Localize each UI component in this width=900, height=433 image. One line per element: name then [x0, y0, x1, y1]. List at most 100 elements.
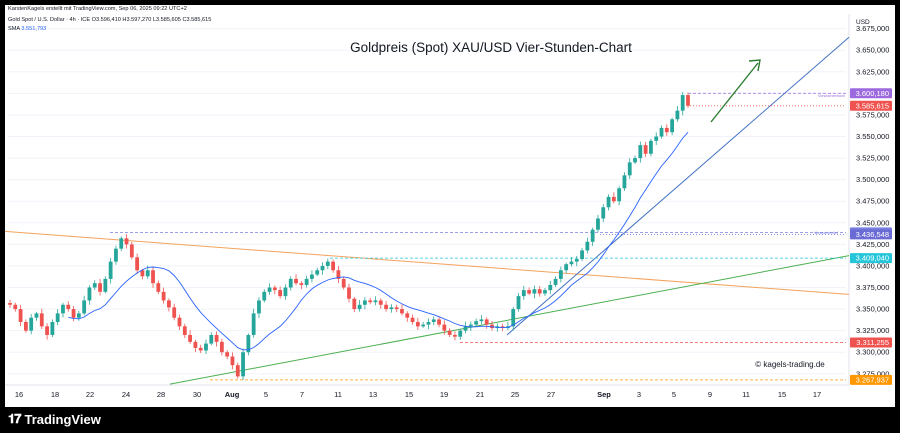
sma-line: [68, 131, 689, 351]
candle-body: [362, 300, 367, 305]
candle-body: [151, 270, 155, 284]
candle-body: [574, 259, 579, 262]
candle-body: [214, 334, 219, 342]
candle-body: [310, 274, 314, 279]
candle-body: [145, 270, 150, 277]
candle-body: [580, 250, 584, 260]
candle-body: [638, 145, 643, 159]
candle-body: [378, 300, 383, 305]
tradingview-logo[interactable]: 𝟏𝟕 TradingView: [8, 411, 101, 427]
price-tag: [850, 88, 892, 99]
candle-body: [103, 278, 108, 292]
price-tag: [850, 337, 892, 348]
candle-body: [225, 352, 230, 357]
candle-body: [241, 352, 245, 377]
candle-body: [114, 248, 118, 262]
candle-body: [521, 290, 526, 297]
candle-body: [29, 317, 34, 331]
time-tick-label: 19: [440, 390, 448, 399]
candle-body: [87, 287, 92, 301]
time-axis[interactable]: 16 18 22 24 28 30 Aug 5 7 11 13 15 19 21 25 27 Sep 3 5 9 11 1…: [15, 390, 821, 399]
candle-body: [209, 334, 214, 344]
up-arrow-annotation: [710, 59, 761, 123]
candle-body: [431, 319, 436, 323]
candle-body: [553, 278, 558, 285]
price-tag-label: 3.600,180: [856, 89, 889, 98]
candle-body: [463, 326, 468, 331]
time-tick-label: 28: [157, 390, 165, 399]
sma-legend: SMA 3.551,793: [8, 26, 46, 32]
price-tick-label: 3.350,000: [856, 305, 889, 314]
candle-body: [633, 158, 637, 163]
candle-body: [66, 304, 71, 310]
candle-body: [670, 119, 675, 133]
candle-body: [548, 284, 553, 291]
candle-body: [198, 347, 203, 351]
candle-body: [61, 304, 65, 314]
candles[interactable]: [8, 91, 690, 380]
price-tick-label: 3.325,000: [856, 326, 889, 335]
candle-body: [193, 341, 198, 348]
candle-body: [442, 324, 447, 331]
time-tick-label: 3: [637, 390, 641, 399]
candle-body: [649, 140, 653, 154]
candle-body: [437, 319, 441, 325]
candle-body: [484, 319, 489, 325]
candle-body: [384, 304, 388, 310]
candle-body: [352, 298, 357, 310]
price-tick-label: 3.425,000: [856, 240, 889, 249]
candle-body: [654, 136, 659, 141]
time-tick-label: 17: [813, 390, 821, 399]
candle-body: [664, 127, 669, 133]
candle-body: [129, 244, 134, 258]
candle-body: [325, 261, 330, 266]
time-tick-label: 15: [405, 390, 413, 399]
candle-body: [18, 309, 23, 323]
candle-body: [172, 307, 177, 318]
candle-body: [251, 313, 256, 335]
price-tick-label: 3.675,000: [856, 24, 889, 33]
candle-body: [617, 188, 622, 202]
candle-body: [627, 162, 632, 176]
candle-body: [537, 289, 542, 294]
candle-body: [368, 300, 373, 303]
candle-body: [686, 95, 690, 106]
candle-body: [82, 300, 87, 314]
symbol-line: Gold Spot / U.S. Dollar · 4h · ICE O3.59…: [8, 17, 212, 23]
price-tick-label: 3.525,000: [856, 154, 889, 163]
level-note: Vorwochenhoch: [818, 94, 845, 98]
candle-body: [447, 330, 452, 335]
time-tick-label: 25: [511, 390, 519, 399]
price-tick-label: 3.475,000: [856, 197, 889, 206]
candle-body: [55, 313, 60, 323]
candle-body: [156, 283, 161, 292]
candle-body: [272, 287, 277, 291]
candle-body: [262, 291, 267, 301]
grid: [8, 28, 846, 375]
candle-body: [336, 270, 341, 279]
candle-body: [161, 291, 166, 301]
price-tag: [850, 253, 892, 264]
candle-body: [389, 307, 394, 310]
candle-body: [405, 313, 410, 318]
candle-body: [569, 261, 574, 265]
price-tick-label: 3.400,000: [856, 261, 889, 270]
candle-body: [516, 296, 521, 310]
price-tick-label: 3.650,000: [856, 46, 889, 55]
candle-body: [230, 356, 235, 366]
time-tick-label: 18: [51, 390, 59, 399]
candle-body: [373, 300, 378, 303]
sma-layer: [68, 131, 689, 351]
candle-body: [108, 261, 113, 279]
candle-body: [8, 303, 12, 305]
candle-body: [590, 229, 595, 242]
candle-body: [246, 334, 251, 353]
horizontal-levels: Vorwochenhoch Vorwochentief: [110, 92, 846, 381]
price-axis[interactable]: 3.675,0003.650,0003.625,0003.600,0003.57…: [850, 24, 892, 385]
candle-body: [71, 309, 76, 318]
candle-body: [410, 317, 415, 323]
price-tick-label: 3.575,000: [856, 110, 889, 119]
candle-body: [98, 283, 102, 292]
price-tick-label: 3.550,000: [856, 132, 889, 141]
